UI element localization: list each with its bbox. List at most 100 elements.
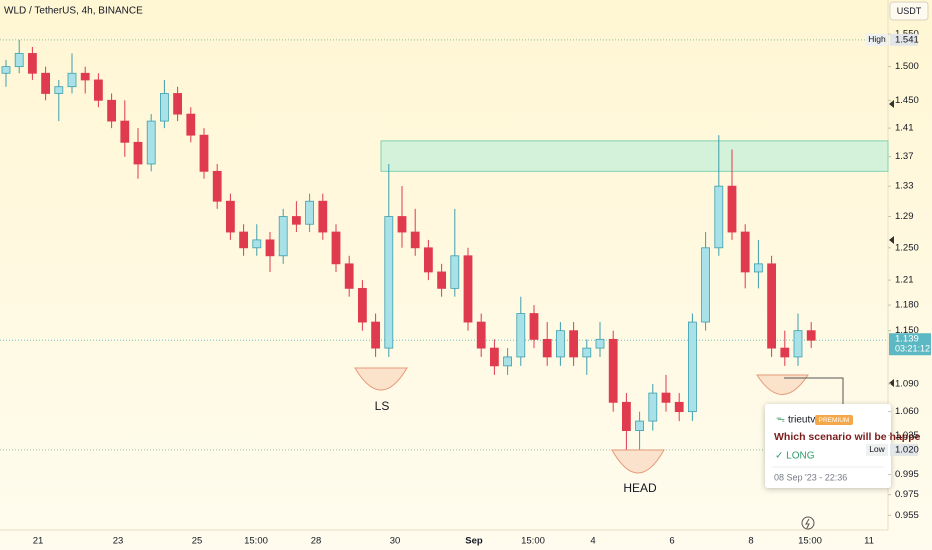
right-shoulder-curve [756,374,809,395]
y-tick-label: 0.995 [895,469,919,480]
y-tick-label: 1.21 [895,275,914,286]
x-tick-label: Sep [465,536,483,547]
candle-body [595,338,605,349]
candle-body [27,53,37,74]
candle-body [371,321,381,349]
candle-body [173,93,183,115]
high-value: 1.541 [895,34,919,45]
candle-body [331,231,341,265]
candle-body [94,79,103,101]
y-tick-label: 1.29 [895,211,914,222]
axis-arrow [889,379,894,387]
x-tick-label: 6 [669,536,674,547]
y-tick-label: 1.500 [895,61,919,72]
price-badge [889,333,931,356]
candle-body [384,216,394,349]
card-date: 08 Sep '23 - 22:36 [774,472,847,482]
x-tick-label: 15:00 [521,536,545,547]
card-icon: ᯓ [776,413,785,423]
x-tick-label: 21 [33,536,44,547]
candle-body [740,231,750,273]
candle-body [80,72,90,81]
candle-body [305,200,315,225]
candle-body [635,420,644,431]
candle-body [754,263,763,273]
candle-body [344,263,354,289]
ls-label: LS [375,399,390,413]
candle-body [727,185,737,233]
candle-body [54,86,64,94]
candle-body [67,72,77,88]
candle-body [793,330,803,358]
y-tick-label: 1.090 [895,378,919,389]
resistance-zone [380,140,889,172]
candle-body [239,231,249,249]
candle-body [489,347,499,367]
replay-icon[interactable] [801,516,815,530]
candle-body [688,321,697,413]
currency-button-bg[interactable] [889,1,929,21]
candle-body [146,120,156,165]
x-tick-label: 8 [748,536,753,547]
candle-body [661,392,671,403]
candle-body [423,247,433,273]
y-tick-label: 1.060 [895,406,919,417]
y-tick-label: 0.975 [895,489,919,500]
candle-body [291,216,301,225]
head-curve [611,449,665,474]
candle-body [674,401,684,413]
candle-body [622,401,631,431]
candle-body [714,185,724,249]
candle-body [133,141,143,165]
candle-body [225,200,235,233]
card-answer: ✓ LONG [775,451,815,462]
candle-body [410,231,420,249]
currency-button[interactable]: USDT [897,6,922,16]
card-badge-bg [815,415,853,425]
card-connector [784,377,844,404]
candle-body [516,313,526,358]
candle-body [397,216,407,233]
x-tick-label: 15:00 [798,536,822,547]
candle-body [503,356,513,367]
left-shoulder-curve [354,367,408,391]
candle-body [463,255,473,323]
candle-body [199,134,209,172]
candle-body [476,321,486,349]
y-tick-label: 1.035 [895,430,919,441]
y-tick-label: 1.250 [895,242,919,253]
high-name-bg [866,33,888,46]
chart-title: WLD / TetherUS, 4h, BINANCE [4,6,143,17]
y-tick-label: 1.450 [895,95,919,106]
y-tick-label: 1.180 [895,300,919,311]
candle-body [252,239,262,249]
candle-body [318,200,328,233]
axis-arrow [889,236,894,244]
candle-body [357,287,367,323]
price-label: 1.139 [895,334,919,345]
candle-body [701,247,710,323]
x-tick-label: 15:00 [244,536,268,547]
candle-body [556,330,565,358]
x-tick-label: 28 [311,536,322,547]
replay-icon-bolt [805,518,810,529]
x-tick-label: 4 [590,536,595,547]
x-tick-label: 25 [192,536,203,547]
candle-body [582,347,592,358]
candle-body [186,113,196,136]
plot-area [0,39,889,451]
candle-body [41,72,50,94]
head-label: HEAD [623,481,657,495]
candle-body [569,330,578,358]
high-name: High [868,34,886,44]
candle-body [107,99,116,122]
candle-body [159,93,169,122]
axis-arrow [889,100,894,108]
candle-body [450,255,460,289]
candle-body [120,120,130,143]
candle-body [529,313,539,340]
countdown: 03:21:12 [895,344,930,354]
y-tick-label: 1.37 [895,151,914,162]
card-author: trieutv [788,415,815,426]
